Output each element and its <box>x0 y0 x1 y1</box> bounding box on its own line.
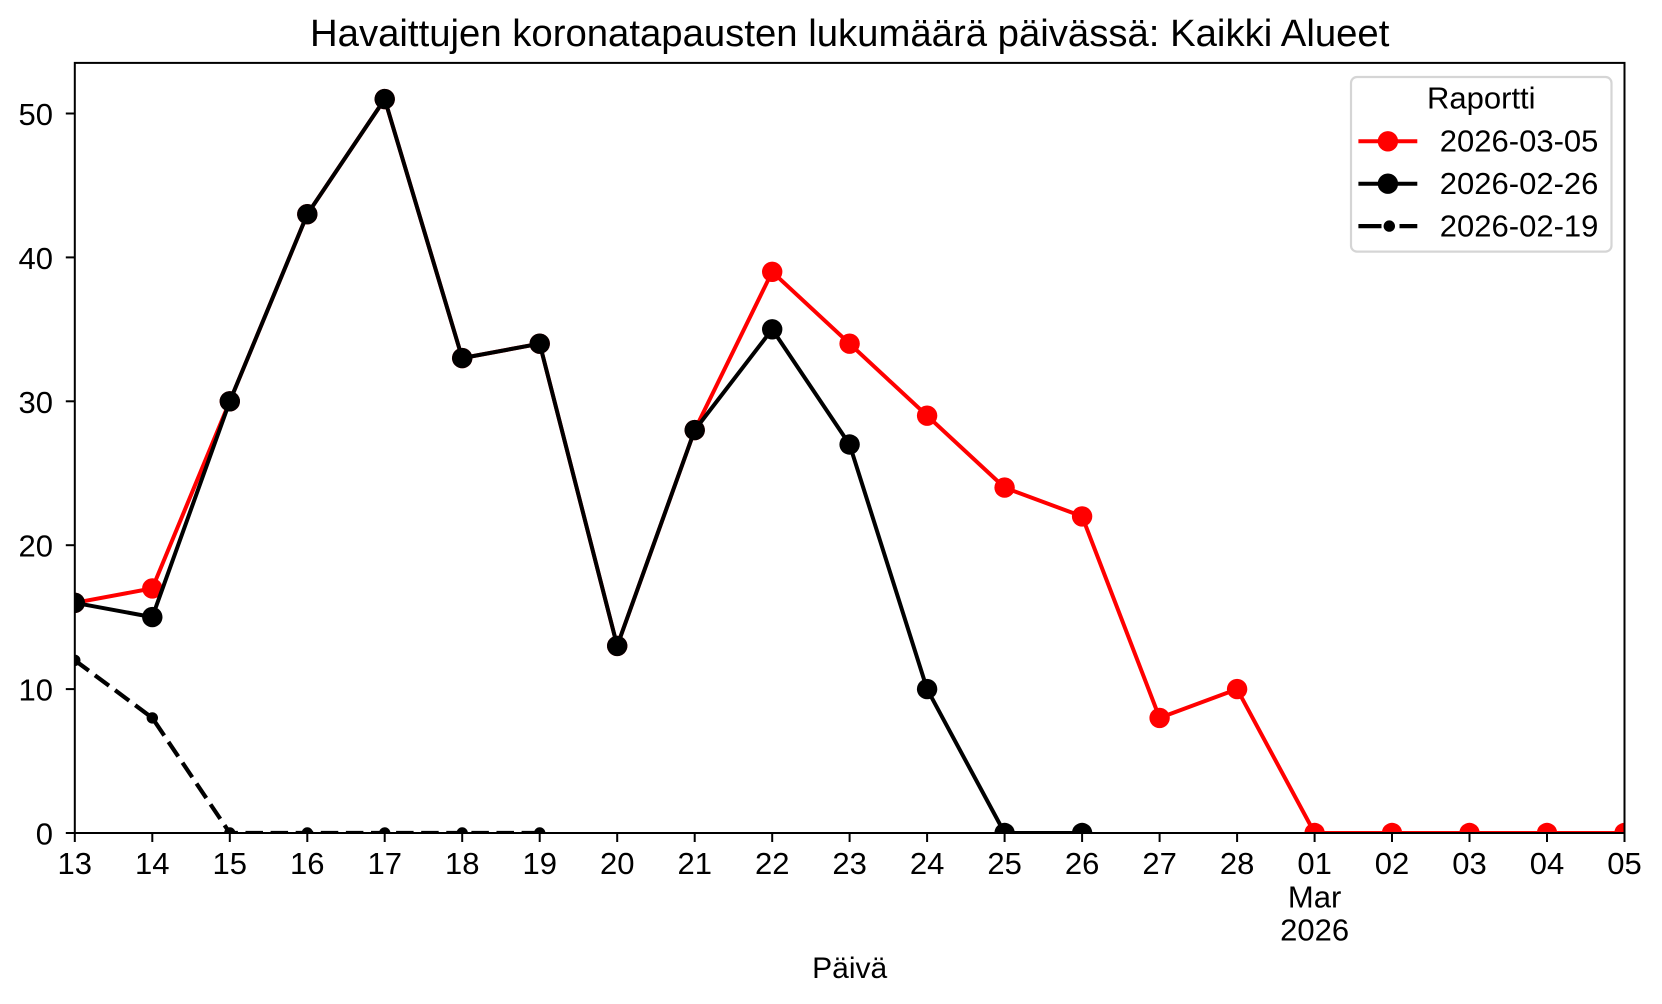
svg-text:2026-02-19: 2026-02-19 <box>1440 208 1599 243</box>
svg-text:16: 16 <box>290 846 324 881</box>
svg-text:01: 01 <box>1297 846 1331 881</box>
svg-text:15: 15 <box>213 846 247 881</box>
svg-text:21: 21 <box>677 846 711 881</box>
svg-text:24: 24 <box>910 846 944 881</box>
svg-text:Havaittujen koronatapausten lu: Havaittujen koronatapausten lukumäärä pä… <box>310 12 1390 55</box>
svg-text:19: 19 <box>522 846 556 881</box>
svg-text:23: 23 <box>832 846 866 881</box>
svg-text:Raportti: Raportti <box>1427 80 1536 115</box>
svg-text:26: 26 <box>1065 846 1099 881</box>
svg-text:2026: 2026 <box>1280 913 1349 948</box>
svg-text:03: 03 <box>1452 846 1486 881</box>
svg-text:50: 50 <box>19 97 53 132</box>
svg-text:02: 02 <box>1375 846 1409 881</box>
svg-text:Mar: Mar <box>1288 880 1341 915</box>
svg-text:10: 10 <box>19 673 53 708</box>
svg-text:18: 18 <box>445 846 479 881</box>
svg-text:40: 40 <box>19 241 53 276</box>
svg-text:2026-02-26: 2026-02-26 <box>1440 166 1599 201</box>
svg-text:14: 14 <box>135 846 169 881</box>
svg-text:04: 04 <box>1530 846 1564 881</box>
svg-text:13: 13 <box>58 846 92 881</box>
svg-text:27: 27 <box>1142 846 1176 881</box>
svg-text:30: 30 <box>19 385 53 420</box>
svg-text:25: 25 <box>987 846 1021 881</box>
svg-text:28: 28 <box>1220 846 1254 881</box>
svg-text:0: 0 <box>36 817 53 852</box>
svg-text:22: 22 <box>755 846 789 881</box>
svg-text:2026-03-05: 2026-03-05 <box>1440 124 1599 159</box>
svg-text:Päivä: Päivä <box>812 952 887 985</box>
svg-text:05: 05 <box>1607 846 1641 881</box>
svg-text:20: 20 <box>600 846 634 881</box>
svg-text:20: 20 <box>19 529 53 564</box>
svg-text:17: 17 <box>367 846 401 881</box>
